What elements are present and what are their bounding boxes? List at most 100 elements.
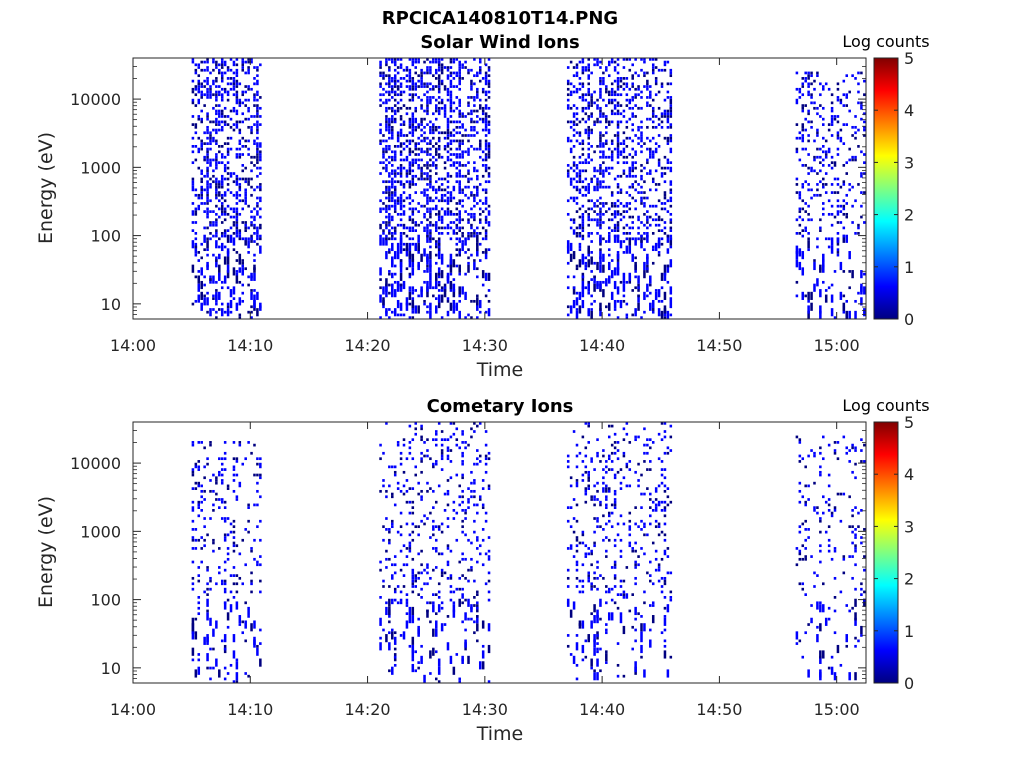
- heatmap-cell: [842, 234, 846, 243]
- heatmap-cell: [411, 237, 415, 241]
- heatmap-cell: [411, 590, 415, 594]
- heatmap-cell: [399, 533, 403, 537]
- heatmap-cell: [602, 489, 605, 493]
- heatmap-cell: [616, 642, 620, 645]
- heatmap-cell: [860, 174, 863, 178]
- heatmap-cell: [476, 606, 479, 610]
- heatmap-cell: [646, 451, 649, 455]
- heatmap-cell: [408, 487, 412, 490]
- heatmap-cell: [848, 270, 851, 273]
- heatmap-cell: [669, 234, 673, 238]
- heatmap-cell: [584, 544, 588, 548]
- heatmap-cell: [593, 150, 596, 154]
- heatmap-cell: [250, 185, 253, 189]
- heatmap-cell: [206, 166, 209, 170]
- heatmap-cell: [206, 457, 209, 461]
- heatmap-cell: [795, 642, 799, 645]
- heatmap-cell: [481, 563, 485, 567]
- heatmap-cell: [587, 90, 590, 94]
- heatmap-cell: [423, 125, 426, 129]
- heatmap-cell: [229, 117, 233, 121]
- heatmap-cell: [649, 204, 652, 208]
- heatmap-cell: [220, 77, 224, 80]
- heatmap-cell: [649, 93, 652, 97]
- heatmap-cell: [423, 177, 426, 181]
- heatmap-cell: [607, 248, 611, 252]
- heatmap-cell: [476, 275, 479, 279]
- heatmap-cell: [388, 90, 391, 94]
- heatmap-cell: [411, 158, 415, 162]
- heatmap-cell: [602, 528, 605, 531]
- heatmap-cell: [426, 188, 429, 192]
- heatmap-cell: [388, 598, 391, 607]
- heatmap-cell: [197, 484, 201, 488]
- heatmap-cell: [575, 291, 579, 295]
- heatmap-cell: [640, 58, 643, 61]
- heatmap-cell: [238, 552, 242, 556]
- heatmap-cell: [440, 601, 444, 605]
- heatmap-cell: [420, 221, 423, 224]
- heatmap-cell: [256, 123, 259, 126]
- heatmap-cell: [194, 617, 198, 621]
- heatmap-cell: [218, 104, 221, 107]
- heatmap-cell: [651, 155, 655, 159]
- heatmap-cell: [616, 161, 620, 165]
- heatmap-cell: [654, 218, 658, 222]
- heatmap-cell: [399, 451, 403, 455]
- y-tick-label: 1000: [80, 158, 121, 177]
- heatmap-cell: [385, 109, 388, 113]
- heatmap-cell: [229, 604, 233, 613]
- heatmap-cell: [625, 232, 629, 235]
- heatmap-cell: [566, 139, 570, 143]
- heatmap-cell: [215, 155, 218, 159]
- heatmap-cell: [628, 232, 632, 235]
- heatmap-cell: [232, 297, 236, 300]
- heatmap-cell: [218, 308, 221, 311]
- heatmap-cell: [452, 432, 456, 436]
- heatmap-cell: [569, 106, 573, 110]
- heatmap-cell: [235, 223, 239, 227]
- heatmap-cell: [666, 60, 670, 64]
- heatmap-cell: [663, 489, 667, 493]
- heatmap-cell: [385, 158, 388, 162]
- heatmap-cell: [396, 85, 400, 88]
- heatmap-cell: [191, 221, 195, 224]
- heatmap-cell: [631, 549, 634, 553]
- heatmap-cell: [587, 185, 590, 189]
- heatmap-cell: [827, 150, 831, 154]
- heatmap-cell: [388, 74, 391, 78]
- heatmap-cell: [420, 498, 423, 501]
- heatmap-cell: [467, 221, 470, 224]
- heatmap-cell: [654, 204, 658, 208]
- heatmap-cell: [215, 164, 218, 167]
- heatmap-cell: [458, 272, 461, 276]
- heatmap-cell: [197, 283, 201, 292]
- heatmap-cell: [578, 180, 582, 184]
- heatmap-cell: [191, 58, 195, 61]
- heatmap-cell: [250, 582, 253, 586]
- heatmap-cell: [613, 177, 617, 181]
- heatmap-cell: [259, 590, 262, 594]
- heatmap-cell: [391, 196, 394, 200]
- heatmap-cell: [449, 134, 453, 137]
- heatmap-cell: [253, 299, 256, 309]
- heatmap-cell: [481, 174, 485, 178]
- heatmap-cell: [651, 180, 655, 184]
- heatmap-cell: [220, 155, 224, 159]
- heatmap-cell: [602, 153, 605, 156]
- heatmap-cell: [473, 519, 476, 523]
- heatmap-cell: [191, 240, 195, 249]
- heatmap-cell: [807, 90, 810, 94]
- heatmap-cell: [452, 85, 456, 88]
- heatmap-cell: [610, 218, 614, 222]
- heatmap-cell: [643, 142, 646, 145]
- heatmap-cell: [197, 79, 201, 83]
- heatmap-cell: [590, 101, 593, 105]
- heatmap-cell: [391, 177, 394, 181]
- heatmap-cell: [804, 465, 807, 469]
- heatmap-cell: [232, 77, 236, 80]
- heatmap-cell: [429, 280, 432, 290]
- heatmap-cell: [484, 232, 488, 235]
- heatmap-cell: [599, 503, 602, 507]
- heatmap-cell: [191, 79, 195, 83]
